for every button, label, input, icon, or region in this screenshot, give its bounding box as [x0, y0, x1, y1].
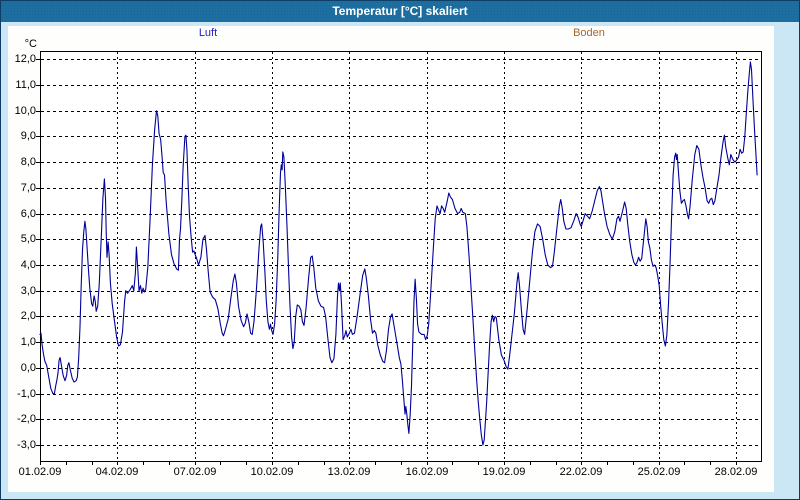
- y-axis-tick-label: 10,0: [14, 105, 36, 117]
- x-axis-tick-label: 07.02.09: [173, 466, 217, 478]
- y-axis-tick-label: 9,0: [20, 130, 36, 142]
- y-axis-tick-label: 1,0: [20, 336, 36, 348]
- chart-title: Temperatur [°C] skaliert: [332, 4, 468, 18]
- x-axis-tick-label: 19.02.09: [482, 466, 526, 478]
- y-axis-tick-label: 0,0: [20, 362, 36, 374]
- y-axis-unit-label: °C: [24, 38, 37, 50]
- x-axis-tick-label: 04.02.09: [95, 466, 139, 478]
- x-axis-tick-label: 13.02.09: [327, 466, 371, 478]
- y-axis-tick-label: 2,0: [20, 310, 36, 322]
- x-axis-tick-label: 16.02.09: [405, 466, 449, 478]
- legend-item-boden: Boden: [573, 27, 605, 39]
- y-axis-tick-label: 8,0: [20, 156, 36, 168]
- y-axis-tick-label: -1,0: [17, 388, 36, 400]
- y-axis-tick-label: -3,0: [17, 439, 36, 451]
- y-axis-tick-label: 3,0: [20, 285, 36, 297]
- x-axis-tick-label: 10.02.09: [250, 466, 294, 478]
- x-axis-tick-label: 28.02.09: [714, 466, 758, 478]
- y-axis-tick-label: 7,0: [20, 182, 36, 194]
- y-axis-tick-label: 4,0: [20, 259, 36, 271]
- y-axis-tick-label: 11,0: [15, 79, 36, 91]
- y-axis-tick-label: 6,0: [20, 208, 36, 220]
- x-axis-tick-label: 22.02.09: [559, 466, 603, 478]
- chart-panel: [8, 26, 774, 492]
- y-axis-tick-label: 12,0: [14, 53, 36, 65]
- y-axis-tick-label: -2,0: [17, 413, 36, 425]
- window-title-bar: Temperatur [°C] skaliert: [1, 1, 799, 22]
- x-axis-tick-label: 25.02.09: [637, 466, 681, 478]
- x-axis-tick-label: 01.02.09: [18, 466, 62, 478]
- y-axis-tick-label: 5,0: [20, 233, 36, 245]
- legend-item-luft: Luft: [198, 27, 218, 39]
